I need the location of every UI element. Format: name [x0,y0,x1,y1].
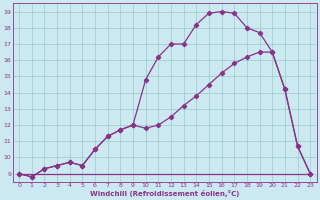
X-axis label: Windchill (Refroidissement éolien,°C): Windchill (Refroidissement éolien,°C) [90,190,239,197]
